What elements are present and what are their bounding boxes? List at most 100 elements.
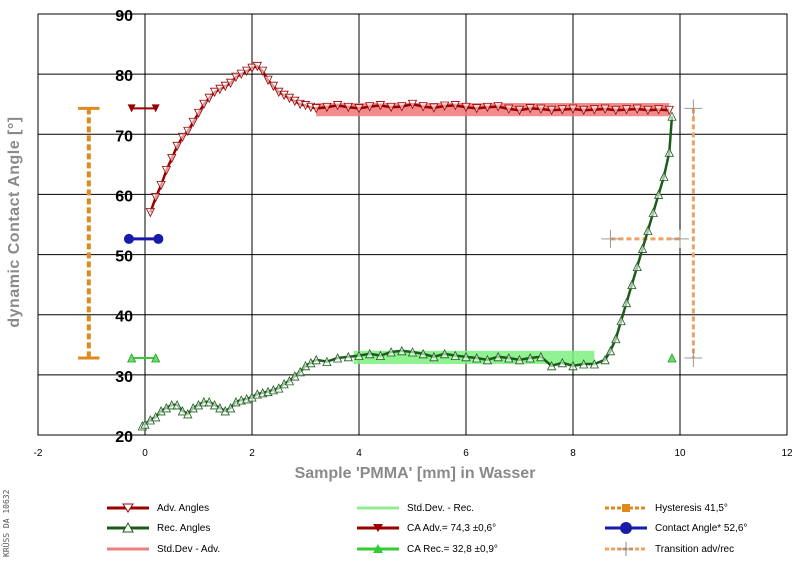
rec-angles-point <box>637 243 648 253</box>
rec-angles-point <box>332 353 343 363</box>
rec-angles-point <box>616 315 626 326</box>
legend-swatch-ca-adv <box>357 524 399 532</box>
adv-angles-point <box>418 102 428 112</box>
adv-angles-point <box>375 101 386 111</box>
rec-angles-point <box>472 353 482 363</box>
legend-label-adv-angles: Adv. Angles <box>157 502 210 514</box>
rec-angles-point <box>322 356 332 367</box>
legend-label-ca-rec: CA Rec.= 32,8 ±0,9° <box>407 543 498 555</box>
rec-angles-point <box>667 111 677 121</box>
adv-angles-point <box>177 132 188 143</box>
adv-angles-point <box>343 102 353 113</box>
rec-angles-point <box>209 400 220 410</box>
rec-angles-point <box>418 348 428 359</box>
adv-angles-point <box>215 84 225 95</box>
rec-angles-point <box>493 351 503 362</box>
y-tick-label: 50 <box>115 249 133 266</box>
rec-angles-point <box>151 412 161 422</box>
rec-angles-point <box>557 357 567 368</box>
y-axis-label: dynamic Contact Angle [°] <box>6 116 23 328</box>
x-tick-label: 12 <box>781 448 793 459</box>
plot-area <box>37 13 788 436</box>
y-tick-label: 90 <box>115 8 133 25</box>
legend-item-std-adv: Std.Dev - Adv. <box>105 541 220 557</box>
legend-swatch-hysteresis <box>605 504 647 512</box>
rec-angles-point <box>611 333 621 344</box>
adv-angles-point <box>504 104 514 114</box>
adv-angles-point <box>247 63 257 74</box>
rec-angles-point <box>295 366 305 377</box>
adv-angles-point <box>546 105 557 116</box>
adv-angles-point <box>568 104 578 114</box>
rec-angles-point <box>172 400 182 410</box>
adv-angles-point <box>525 104 535 114</box>
rec-angles-point <box>365 348 375 359</box>
adv-angles-point <box>653 105 664 115</box>
legend-label-std-adv: Std.Dev - Adv. <box>157 543 221 555</box>
rec-angles-point <box>504 353 514 363</box>
rec-angles-point <box>605 345 616 356</box>
rec-angles-point <box>439 348 450 359</box>
adv-angles-point <box>231 72 241 83</box>
x-axis-label: Sample 'PMMA' [mm] in Wasser <box>294 465 536 482</box>
legend-item-rec-angles: Rec. Angles <box>105 520 210 536</box>
legend-swatch-contact-angle <box>605 522 647 534</box>
legend-label-rec-angles: Rec. Angles <box>157 522 211 534</box>
adv-angles-point <box>557 105 567 115</box>
legend-label-contact-angle: Contact Angle* 52,6° <box>655 522 748 534</box>
adv-angles-point <box>439 101 450 111</box>
ca-rec-marker <box>667 353 677 363</box>
rec-angles-point <box>482 354 493 365</box>
adv-angles-point <box>322 102 332 113</box>
adv-angles-point <box>536 104 546 114</box>
rec-angles-point <box>653 189 664 199</box>
ca-adv-marker <box>151 104 160 113</box>
adv-angles-point <box>172 141 182 152</box>
rec-angles-point <box>643 225 653 235</box>
adv-angles-point <box>236 69 246 80</box>
rec-angles-point <box>429 351 439 362</box>
rec-angles-point <box>450 350 460 361</box>
ca-rec-marker <box>126 353 137 363</box>
adv-angles-point <box>258 66 268 77</box>
y-tick-label: 30 <box>115 369 133 386</box>
rec-angles-point <box>375 350 386 361</box>
x-tick-label: -2 <box>34 448 43 459</box>
rec-angles-point <box>354 350 364 361</box>
rec-angles-point <box>177 406 188 416</box>
ca-rec-marker <box>151 353 161 363</box>
contact-angle-marker <box>123 233 134 244</box>
adv-angles-point <box>220 81 230 92</box>
adv-angles-point <box>145 208 155 218</box>
adv-angles-point <box>397 102 407 112</box>
rec-angles-point <box>632 261 642 272</box>
x-tick-label: 10 <box>674 448 686 459</box>
adv-angles-point <box>611 105 621 116</box>
y-tick-label: 40 <box>115 309 133 326</box>
tick-labels: 20 30 40 50 60 70 80 90 -2 0 2 4 6 8 10 12 <box>34 8 793 459</box>
adv-angles-point <box>263 75 273 86</box>
rec-angles-point <box>568 360 578 371</box>
adv-angles-point <box>268 81 279 92</box>
rec-angles-point <box>514 354 525 365</box>
adv-angles-point <box>429 103 439 113</box>
adv-angles-point <box>204 93 214 104</box>
rec-angles-point <box>546 360 557 371</box>
rec-angles-point <box>204 397 214 407</box>
contact-angle-marker <box>153 233 164 244</box>
adv-angles-point <box>193 108 204 119</box>
legend-label-std-rec: Std.Dev. - Rec. <box>407 502 475 514</box>
rec-angles-point <box>407 347 418 357</box>
rec-angles-point <box>461 351 471 362</box>
legend-item-ca-rec: CA Rec.= 32,8 ±0,9° <box>355 541 498 557</box>
data-series <box>137 61 677 431</box>
rec-angles-point <box>536 351 546 362</box>
rec-angles-point <box>589 359 600 369</box>
adv-angles-point <box>332 101 343 111</box>
legend-swatch-adv-angles <box>107 503 149 513</box>
rec-angles-point <box>225 403 236 413</box>
rec-angles-point <box>621 297 632 308</box>
y-tick-label: 20 <box>115 429 133 446</box>
rec-angles-point <box>386 347 396 357</box>
